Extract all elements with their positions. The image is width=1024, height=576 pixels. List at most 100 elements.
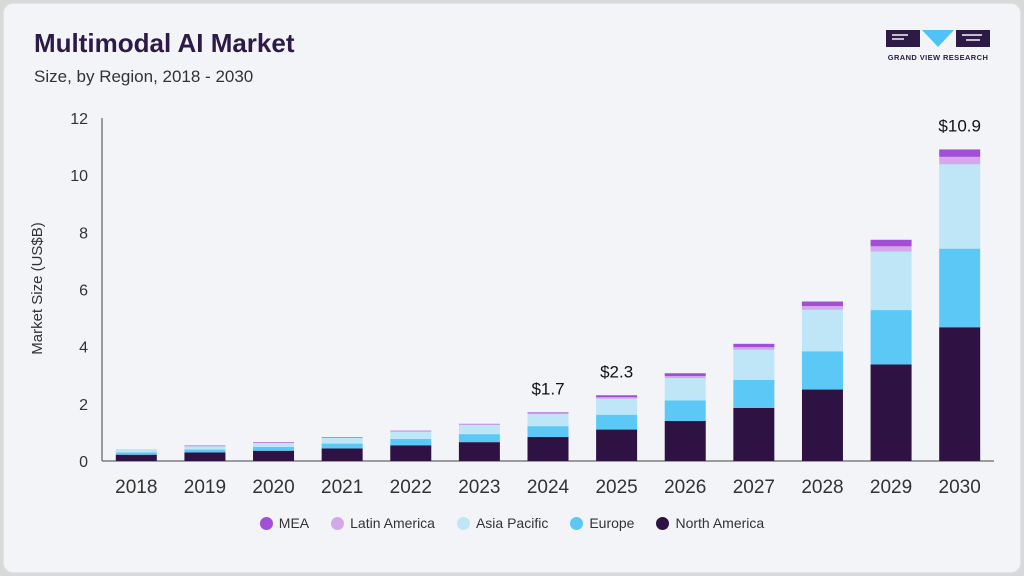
logo-text: GRAND VIEW RESEARCH <box>887 53 989 62</box>
data-label: $2.3 <box>600 362 633 381</box>
bar-segment-latin-america <box>115 449 157 451</box>
bar-segment-latin-america <box>870 246 912 252</box>
bar-segment-north-america <box>596 429 638 461</box>
bar-segment-north-america <box>664 420 706 461</box>
x-tick-label: 2026 <box>664 477 706 498</box>
x-tick-label: 2030 <box>939 477 981 498</box>
bar-segment-latin-america <box>664 376 706 379</box>
y-tick-label: 4 <box>79 340 88 357</box>
legend-swatch <box>259 516 273 530</box>
bar-segment-mea <box>184 445 226 447</box>
chart-card: Multimodal AI Market Size, by Region, 20… <box>3 3 1021 573</box>
bar-segment-asia-pacific <box>184 446 226 450</box>
x-tick-label: 2027 <box>733 477 775 498</box>
legend-item: MEA <box>259 515 309 531</box>
bar-segment-mea <box>870 239 912 247</box>
bar-segment-asia-pacific <box>390 431 432 439</box>
bar-segment-europe <box>390 438 432 446</box>
legend-item: Asia Pacific <box>456 515 549 531</box>
legend-label: North America <box>675 515 765 531</box>
bar-segment-europe <box>115 452 157 455</box>
bar-segment-north-america <box>390 445 432 461</box>
y-tick-label: 12 <box>70 111 88 128</box>
bar-segment-north-america <box>253 450 295 461</box>
legend-label: Europe <box>589 515 635 531</box>
y-tick-label: 10 <box>70 168 88 185</box>
bar-segment-europe <box>458 434 500 443</box>
bar-segment-mea <box>596 395 638 398</box>
bar-segment-mea <box>733 343 775 348</box>
chart-title: Multimodal AI Market <box>34 28 295 58</box>
x-tick-label: 2019 <box>184 477 226 498</box>
bar-segment-asia-pacific <box>253 442 295 447</box>
bar-segment-latin-america <box>939 156 981 165</box>
bar-segment-asia-pacific <box>664 378 706 401</box>
x-tick-label: 2028 <box>801 477 843 498</box>
bar-segment-mea <box>801 301 843 307</box>
bar-segment-asia-pacific <box>870 251 912 311</box>
bar-segment-latin-america <box>321 437 363 438</box>
bar-segment-latin-america <box>390 430 432 432</box>
chart-legend: MEA Latin America Asia Pacific Europe North … <box>0 515 1024 531</box>
bar-segment-europe <box>321 443 363 449</box>
bar-segment-latin-america <box>801 306 843 310</box>
y-tick-label: 6 <box>79 283 88 300</box>
x-tick-label: 2020 <box>252 477 294 498</box>
legend-swatch <box>570 516 584 530</box>
bar-segment-europe <box>939 248 981 328</box>
bar-segment-latin-america <box>733 347 775 350</box>
x-tick-label: 2023 <box>458 477 500 498</box>
bar-segment-north-america <box>870 364 912 461</box>
bar-segment-europe <box>596 414 638 430</box>
x-tick-label: 2022 <box>390 477 432 498</box>
x-tick-label: 2029 <box>870 477 912 498</box>
bar-segment-mea <box>253 442 295 443</box>
bar-segment-europe <box>870 310 912 365</box>
bar-segment-north-america <box>733 407 775 461</box>
bar-segment-north-america <box>527 436 569 461</box>
x-tick-label: 2018 <box>115 477 157 498</box>
y-axis-label: Market Size (US$B) <box>29 222 46 355</box>
bar-segment-north-america <box>184 452 226 461</box>
bar-segment-asia-pacific <box>939 164 981 249</box>
y-tick-label: 0 <box>79 454 88 471</box>
legend-item: Europe <box>570 515 634 531</box>
bar-segment-north-america <box>321 448 363 461</box>
bar-segment-mea <box>527 412 569 414</box>
bar-segment-mea <box>664 373 706 377</box>
bar-segment-asia-pacific <box>115 449 157 453</box>
bar-segment-north-america <box>458 442 500 461</box>
bar-segment-mea <box>939 149 981 157</box>
legend-swatch <box>456 516 470 530</box>
bar-segment-north-america <box>939 327 981 461</box>
data-label: $1.7 <box>531 379 564 398</box>
bar-segment-europe <box>733 379 775 408</box>
bar-segment-asia-pacific <box>527 414 569 427</box>
y-tick-label: 2 <box>79 397 88 414</box>
bar-segment-asia-pacific <box>596 398 638 415</box>
bar-segment-latin-america <box>596 397 638 399</box>
bar-segment-mea <box>458 423 500 425</box>
grand-view-research-logo <box>886 30 990 47</box>
x-tick-label: 2021 <box>321 477 363 498</box>
legend-label: Asia Pacific <box>475 515 549 531</box>
bar-segment-north-america <box>801 389 843 461</box>
bar-segment-europe <box>253 446 295 451</box>
bar-segment-latin-america <box>253 442 295 443</box>
bar-segment-asia-pacific <box>321 437 363 444</box>
legend-label: Latin America <box>350 515 435 531</box>
bar-segment-mea <box>390 430 432 432</box>
y-tick-label: 8 <box>79 225 88 242</box>
bar-segment-asia-pacific <box>801 309 843 352</box>
x-tick-label: 2024 <box>527 477 570 498</box>
x-tick-label: 2025 <box>595 477 637 498</box>
bar-segment-mea <box>321 436 363 438</box>
bar-segment-latin-america <box>527 413 569 415</box>
legend-swatch <box>331 516 345 530</box>
bar-segment-europe <box>527 426 569 437</box>
legend-swatch <box>656 516 670 530</box>
bar-segment-north-america <box>115 454 157 461</box>
legend-item: North America <box>656 515 764 531</box>
bar-segment-asia-pacific <box>733 349 775 380</box>
